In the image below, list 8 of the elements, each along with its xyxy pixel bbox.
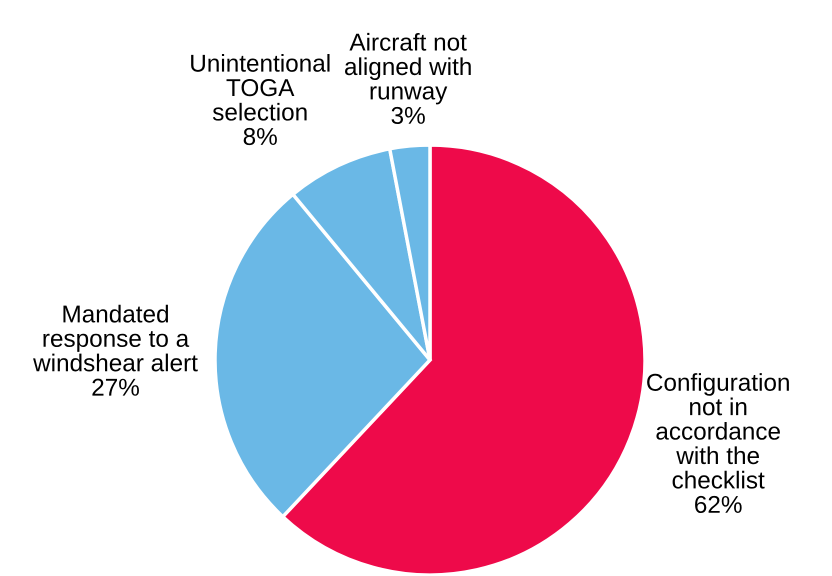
slice-label: Unintentional TOGA selection	[191, 54, 330, 121]
slice-label: Configuration not in accordance with the checklist	[647, 373, 789, 489]
data-label: 3%	[392, 106, 425, 124]
slice-label: Aircraft not aligned with runway	[345, 32, 471, 104]
data-label: 27%	[92, 378, 139, 396]
data-label: 8%	[244, 128, 277, 146]
slice-label: Mandated response to a windshear alert	[33, 304, 198, 372]
data-label: 62%	[695, 496, 742, 514]
